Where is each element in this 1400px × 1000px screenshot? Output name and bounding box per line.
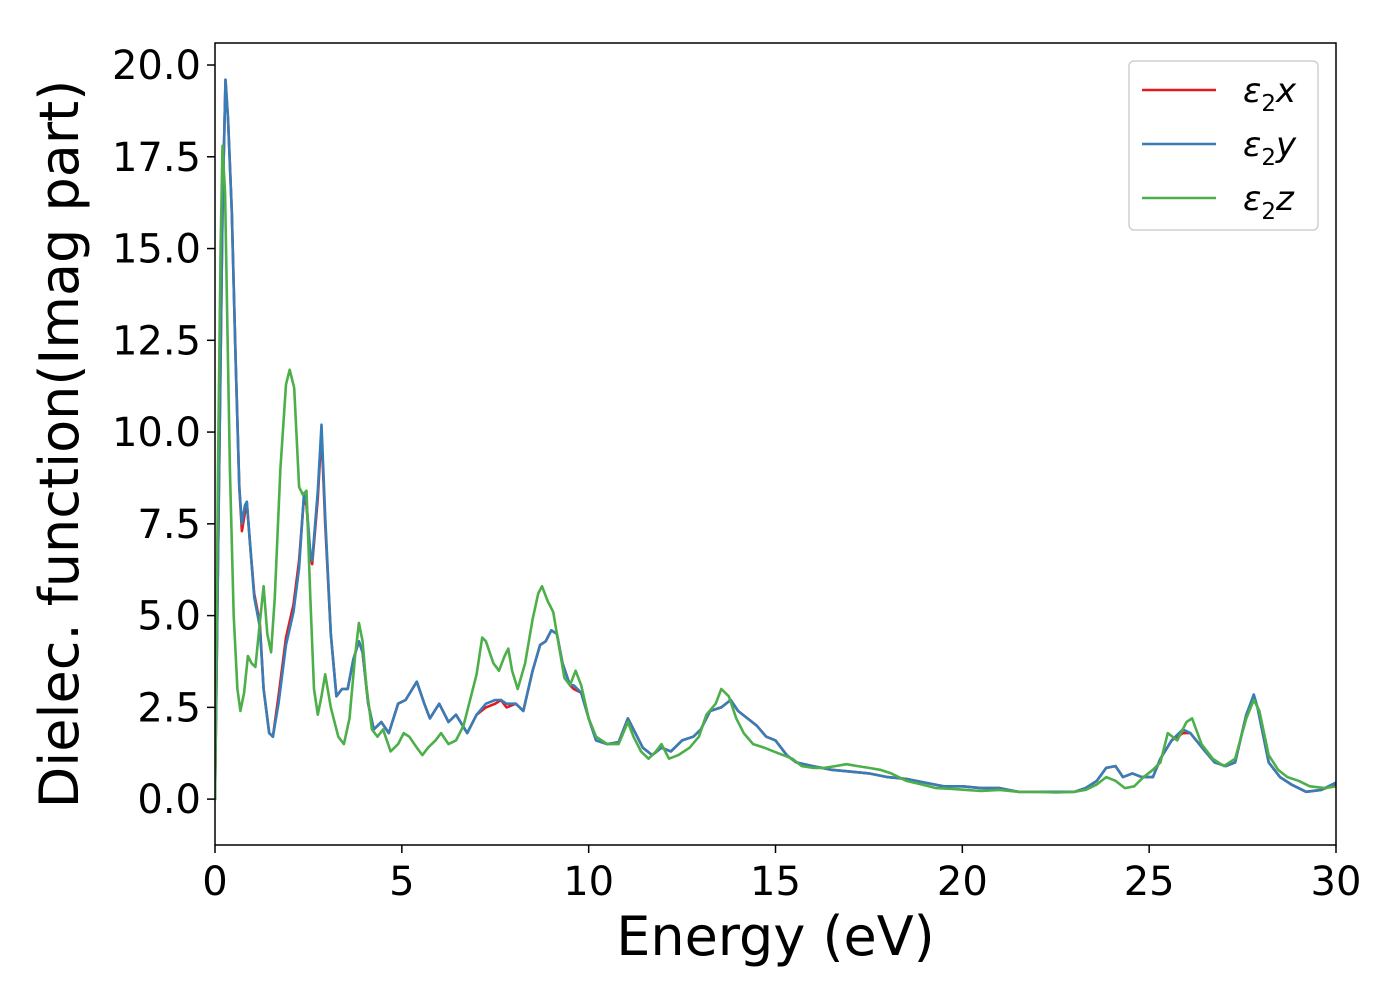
x-axis-ticks: 0 5 10 15 20 25 30 bbox=[202, 845, 1361, 905]
y-axis-title: Dielec. function(Imag part) bbox=[28, 80, 91, 809]
series-layer bbox=[215, 78, 1336, 801]
legend: ε2x ε2y ε2z bbox=[1128, 60, 1319, 231]
y-tick-label: 5.0 bbox=[137, 594, 201, 640]
legend-label-x: ε2x bbox=[1243, 71, 1297, 117]
y-axis-ticks: 0.0 2.5 5.0 7.5 10.0 12.5 15.0 17.5 20.0 bbox=[112, 43, 215, 823]
y-tick-label: 15.0 bbox=[112, 227, 201, 273]
y-tick-label: 12.5 bbox=[112, 318, 201, 364]
y-tick-label: 7.5 bbox=[137, 502, 201, 548]
x-tick-label: 15 bbox=[750, 859, 801, 905]
y-tick-label: 20.0 bbox=[112, 43, 201, 89]
y-tick-label: 2.5 bbox=[137, 685, 201, 731]
x-axis-title: Energy (eV) bbox=[616, 905, 935, 968]
x-tick-label: 10 bbox=[563, 859, 614, 905]
y-tick-label: 0.0 bbox=[137, 777, 201, 823]
x-tick-label: 30 bbox=[1311, 859, 1362, 905]
legend-box bbox=[1128, 60, 1319, 231]
y-tick-label: 10.0 bbox=[112, 410, 201, 456]
legend-label-y: ε2y bbox=[1243, 125, 1297, 171]
x-tick-label: 20 bbox=[937, 859, 988, 905]
x-tick-label: 25 bbox=[1124, 859, 1175, 905]
legend-label-z: ε2z bbox=[1243, 179, 1295, 225]
x-tick-label: 0 bbox=[202, 859, 227, 905]
y-tick-label: 17.5 bbox=[112, 135, 201, 181]
series-line-z bbox=[215, 144, 1336, 801]
x-tick-label: 5 bbox=[389, 859, 414, 905]
